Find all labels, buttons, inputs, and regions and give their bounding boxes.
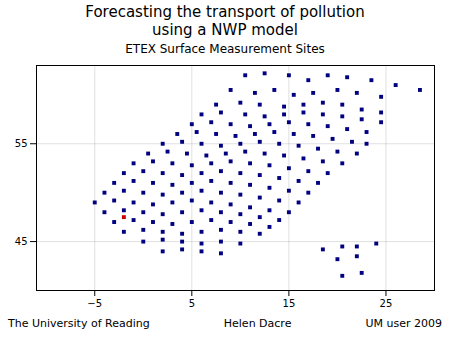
html-text:ETEX Surface Measurement Sites: ETEX Surface Measurement Sites <box>125 42 325 56</box>
svg-text:25: 25 <box>380 298 393 309</box>
svg-text:45: 45 <box>15 236 28 247</box>
html-text:using a NWP model: using a NWP model <box>152 21 298 39</box>
svg-text:−5: −5 <box>87 298 102 309</box>
svg-text:15: 15 <box>283 298 296 309</box>
html-text:Helen Dacre: Helen Dacre <box>223 317 292 330</box>
html-text:UM user 2009: UM user 2009 <box>365 317 442 330</box>
svg-text:55: 55 <box>15 138 28 149</box>
html-text:The University of Reading: The University of Reading <box>8 317 150 330</box>
svg-text:5: 5 <box>189 298 195 309</box>
html-text:Forecasting the transport of p: Forecasting the transport of pollution <box>85 3 365 21</box>
